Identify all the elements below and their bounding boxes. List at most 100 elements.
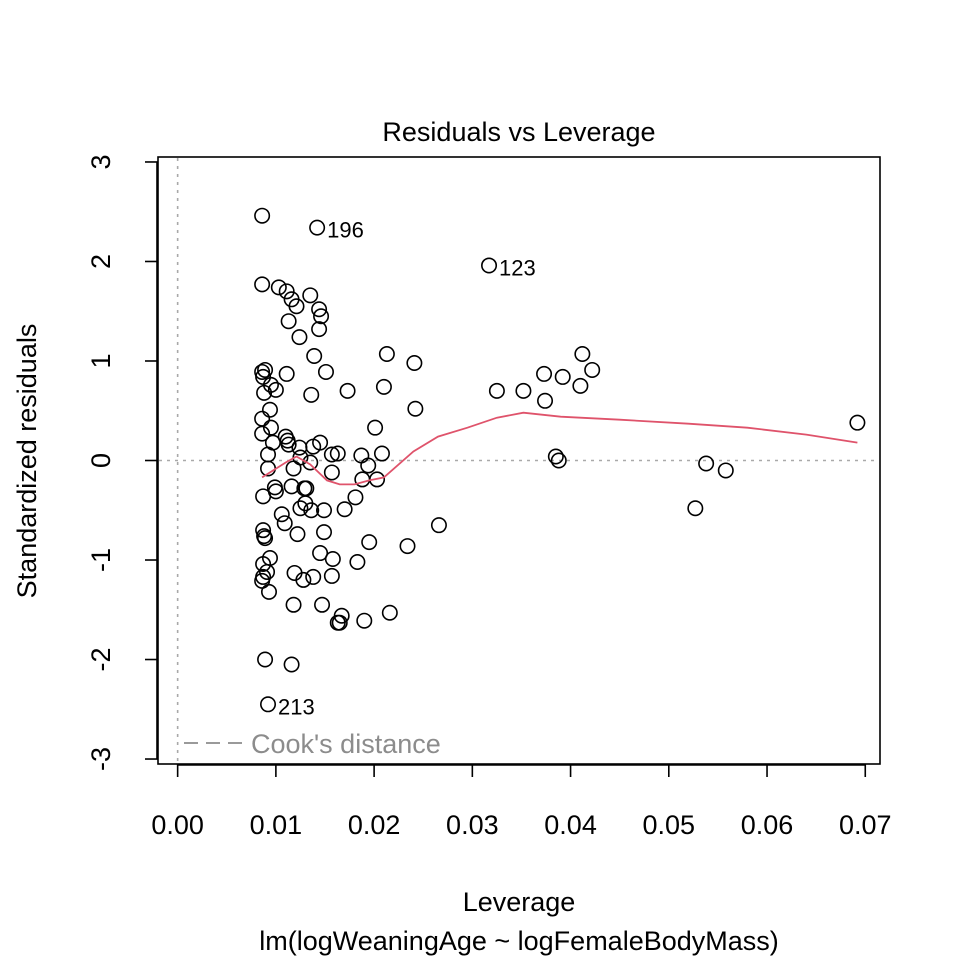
data-point	[339, 382, 356, 399]
x-tick-label: 0.05	[643, 810, 696, 840]
data-point	[311, 321, 328, 338]
data-point	[717, 462, 734, 479]
data-point	[256, 384, 273, 401]
point-labels: 196 123 213	[278, 218, 536, 720]
data-point	[314, 596, 331, 613]
data-point	[488, 382, 505, 399]
data-point	[285, 596, 302, 613]
data-points	[254, 207, 866, 713]
data-point	[537, 392, 554, 409]
data-point	[324, 551, 341, 568]
data-point	[481, 257, 498, 274]
data-point	[584, 361, 601, 378]
data-point	[407, 400, 424, 417]
data-point	[302, 454, 319, 471]
data-point	[323, 446, 340, 463]
data-point	[260, 446, 277, 463]
data-point	[323, 567, 340, 584]
data-point	[356, 612, 373, 629]
data-point	[270, 279, 287, 296]
chart-subtitle: lm(logWeaningAge ~ logFemaleBodyMass)	[259, 926, 779, 956]
data-point	[312, 545, 329, 562]
data-point	[280, 313, 297, 330]
data-point	[260, 696, 277, 713]
data-point	[360, 457, 377, 474]
data-point	[273, 506, 290, 523]
point-label: 196	[327, 218, 364, 243]
data-point	[261, 583, 278, 600]
data-point	[361, 534, 378, 551]
legend-label: Cook's distance	[251, 729, 441, 759]
data-point	[306, 348, 323, 365]
data-point	[280, 436, 297, 453]
x-tick-label: 0.03	[446, 810, 499, 840]
data-point	[572, 377, 589, 394]
data-point	[317, 363, 334, 380]
y-tick-label: 2	[86, 254, 116, 269]
data-point	[312, 434, 329, 451]
y-axis-label: Standardized residuals	[12, 324, 42, 599]
data-point	[292, 500, 309, 517]
data-point	[378, 346, 395, 363]
data-point	[267, 381, 284, 398]
y-axis: -3 -2 -1 0 1 2 3	[86, 154, 158, 771]
data-point	[336, 501, 353, 518]
data-point	[261, 401, 278, 418]
data-point	[849, 414, 866, 431]
x-tick-label: 0.07	[839, 810, 892, 840]
y-tick-label: -3	[86, 747, 116, 771]
data-point	[289, 526, 306, 543]
data-point	[278, 283, 295, 300]
data-point	[259, 563, 276, 580]
y-tick-label: -2	[86, 648, 116, 672]
point-label: 213	[278, 694, 315, 719]
data-point	[255, 488, 272, 505]
data-point	[554, 368, 571, 385]
data-point	[367, 419, 384, 436]
data-point	[303, 502, 320, 519]
data-point	[291, 329, 308, 346]
data-point	[430, 517, 447, 534]
y-tick-label: 3	[86, 154, 116, 169]
data-point	[550, 452, 567, 469]
chart-title: Residuals vs Leverage	[382, 117, 655, 147]
y-tick-label: 0	[86, 453, 116, 468]
data-point	[255, 522, 272, 539]
smooth-trend-line	[261, 411, 858, 486]
data-point	[255, 555, 272, 572]
data-point	[295, 571, 312, 588]
legend: Cook's distance	[184, 729, 441, 759]
data-point	[288, 298, 305, 315]
data-point	[536, 365, 553, 382]
data-point	[276, 515, 293, 532]
data-point	[278, 365, 295, 382]
data-point	[257, 361, 274, 378]
data-point	[302, 287, 319, 304]
data-point	[331, 614, 348, 631]
data-point	[316, 524, 333, 541]
data-point	[257, 651, 274, 668]
x-tick-label: 0.00	[151, 810, 204, 840]
data-point	[305, 568, 322, 585]
x-tick-label: 0.01	[250, 810, 303, 840]
y-tick-label: -1	[86, 548, 116, 572]
data-point	[309, 219, 326, 236]
data-point	[283, 656, 300, 673]
x-axis-label: Leverage	[463, 887, 576, 917]
data-point	[515, 382, 532, 399]
data-point	[303, 386, 320, 403]
x-tick-label: 0.06	[741, 810, 794, 840]
data-point	[373, 445, 390, 462]
data-point	[316, 502, 333, 519]
data-point	[381, 604, 398, 621]
data-point	[698, 455, 715, 472]
data-point	[285, 460, 302, 477]
data-point	[254, 410, 271, 427]
data-point	[329, 445, 346, 462]
data-point	[547, 448, 564, 465]
data-point	[687, 500, 704, 517]
data-point	[323, 464, 340, 481]
data-point	[349, 553, 366, 570]
y-tick-label: 1	[86, 353, 116, 368]
data-point	[399, 538, 416, 555]
